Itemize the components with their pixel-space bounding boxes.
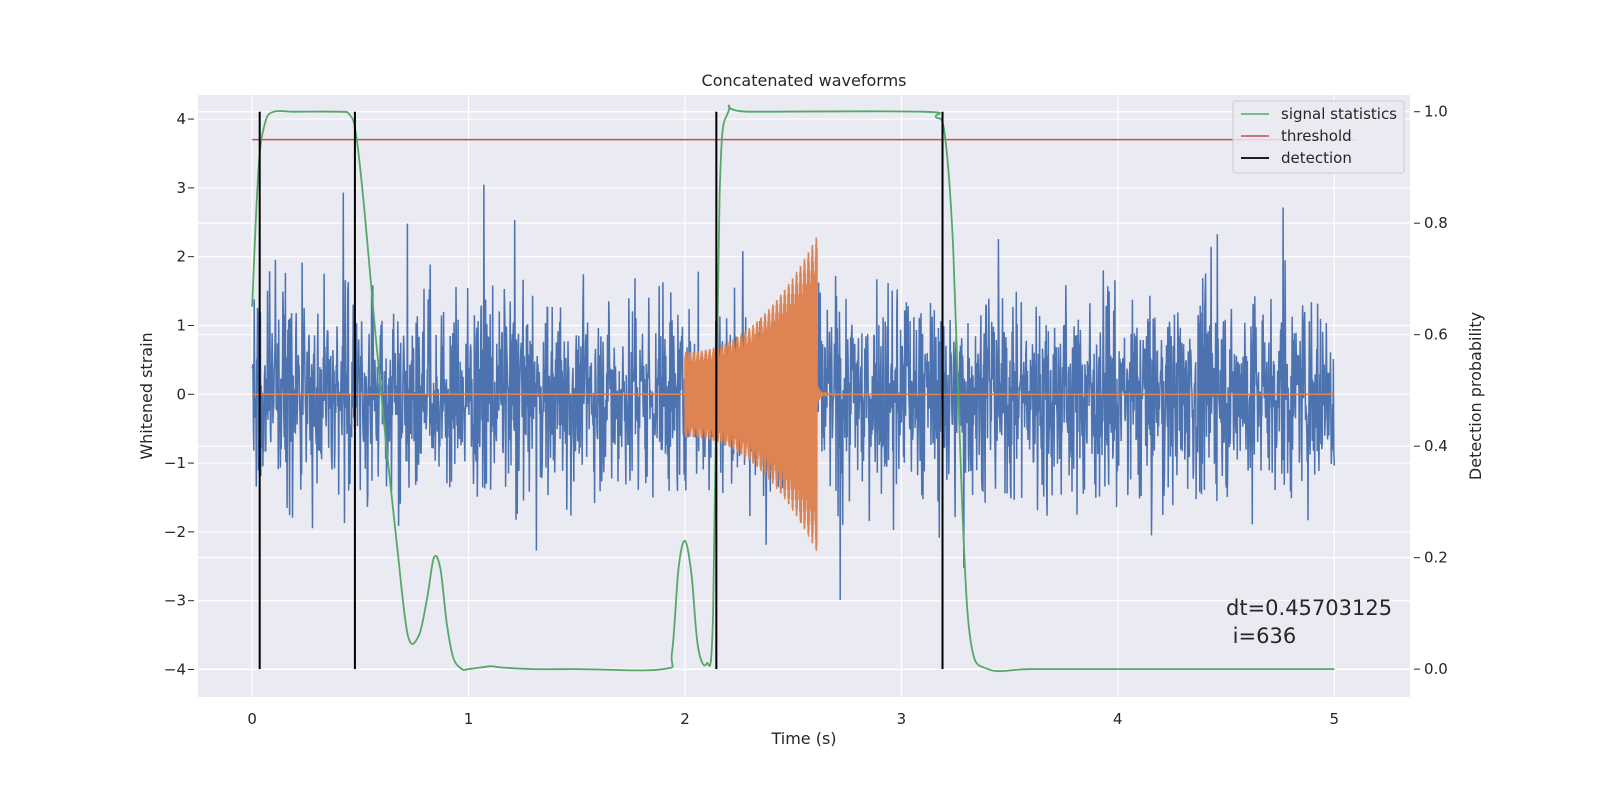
y2-tick-label: 0.8 [1424, 214, 1448, 232]
y-axis-label: Whitened strain [137, 332, 156, 459]
legend: signal statistics threshold detection [1232, 100, 1405, 174]
annotation-index: i=636 [1226, 624, 1296, 648]
x-tick-label: 5 [1329, 710, 1339, 728]
x-tick-label: 4 [1113, 710, 1123, 728]
y2-tick-label: 1.0 [1424, 103, 1448, 121]
series-layer [251, 104, 1356, 673]
y-tick-label: −1 [164, 454, 186, 472]
y2-tick-label: 0.2 [1424, 549, 1448, 567]
y2-tick-label: 0.6 [1424, 326, 1448, 344]
y2-axis-label: Detection probability [1466, 312, 1485, 480]
x-axis-label: Time (s) [770, 729, 836, 748]
y-tick-label: −4 [164, 660, 186, 678]
series-injected-waveform [252, 237, 1335, 552]
y-tick-label: 0 [176, 385, 186, 403]
x-tick-label: 1 [464, 710, 474, 728]
y-tick-label: 1 [176, 316, 186, 334]
y-tick-label: −2 [164, 523, 186, 541]
y2-tick-label: 0.0 [1424, 660, 1448, 678]
y2-tick-label: 0.4 [1424, 437, 1448, 455]
y-tick-label: 4 [176, 110, 186, 128]
legend-label-threshold: threshold [1281, 127, 1352, 145]
y-tick-label: 2 [176, 248, 186, 266]
x-tick-label: 2 [680, 710, 690, 728]
annotation-dt: dt=0.45703125 [1226, 596, 1392, 620]
legend-label-detection: detection [1281, 149, 1352, 167]
x-tick-label: 3 [897, 710, 907, 728]
x-tick-label: 0 [247, 710, 257, 728]
tick-labels: 0 1 2 3 4 5 4 3 2 1 0 −1 −2 −3 −4 1.0 0.8 0.6 0.4 0.2 0.0 [164, 103, 1448, 728]
y-tick-label: −3 [164, 592, 186, 610]
legend-label-signal-statistics: signal statistics [1281, 105, 1397, 123]
chart-title: Concatenated waveforms [702, 71, 907, 90]
legend-box [1232, 100, 1405, 174]
y-tick-label: 3 [176, 179, 186, 197]
series-signal-statistics [251, 104, 1335, 673]
